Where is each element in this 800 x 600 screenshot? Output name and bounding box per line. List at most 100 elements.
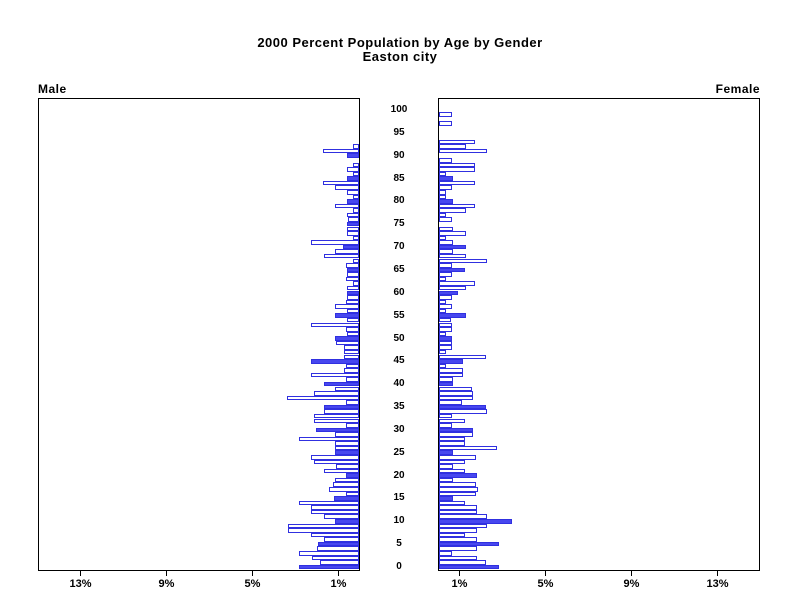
age-axis-label-5: 5 xyxy=(396,538,402,550)
female-age-62-bar xyxy=(439,281,475,286)
male-age-14-bar xyxy=(298,500,359,506)
x-axis-tick xyxy=(631,571,632,576)
female-age-44-bar xyxy=(439,363,446,369)
male-age-45-bar xyxy=(310,359,359,364)
male-age-31-bar xyxy=(346,423,359,428)
female-age-64-bar xyxy=(439,272,452,277)
male-age-79-bar xyxy=(335,203,359,209)
male-age-9-bar xyxy=(288,523,359,529)
age-axis-label-85: 85 xyxy=(393,172,405,184)
male-age-53-bar xyxy=(310,322,359,328)
female-age-71-bar xyxy=(439,240,453,245)
female-age-13-bar xyxy=(439,505,477,510)
female-age-39-bar xyxy=(439,386,473,392)
female-age-41-bar xyxy=(439,377,453,382)
female-age-54-bar xyxy=(439,317,451,323)
male-age-26-bar xyxy=(335,445,359,451)
age-axis-label-50: 50 xyxy=(393,332,405,344)
female-age-6-bar xyxy=(439,537,477,542)
female-age-36-bar xyxy=(439,400,462,405)
female-age-72-bar xyxy=(439,235,446,241)
male-age-82-bar xyxy=(347,190,359,195)
female-age-23-bar xyxy=(439,459,465,465)
age-axis-label-60: 60 xyxy=(393,286,405,298)
male-age-76-bar xyxy=(348,217,359,222)
chart-title-line1: 2000 Percent Population by Age by Gender xyxy=(257,35,543,50)
age-axis-label-40: 40 xyxy=(393,378,405,390)
female-age-22-bar xyxy=(439,464,453,469)
female-age-46-bar xyxy=(439,354,487,360)
female-age-68-bar xyxy=(439,253,466,259)
female-age-38-bar xyxy=(439,391,474,396)
male-age-11-bar xyxy=(323,514,359,519)
female-age-47-bar xyxy=(439,349,446,355)
female-age-15-bar xyxy=(439,496,453,501)
female-age-93-bar xyxy=(439,139,475,145)
male-age-38-bar xyxy=(313,391,359,396)
male-age-15-bar xyxy=(334,496,359,501)
female-age-55-bar xyxy=(439,313,466,318)
female-age-74-bar xyxy=(439,226,453,232)
male-age-73-bar xyxy=(347,231,359,236)
female-age-16-bar xyxy=(439,491,476,497)
female-age-11-bar xyxy=(439,514,488,519)
female-age-10-bar xyxy=(439,519,513,524)
female-age-63-bar xyxy=(439,276,446,282)
x-axis-tick xyxy=(545,571,546,576)
male-age-4-bar xyxy=(317,546,359,551)
female-age-17-bar xyxy=(439,487,478,492)
female-age-81-bar xyxy=(439,194,446,200)
male-age-78-bar xyxy=(352,208,359,213)
female-age-8-bar xyxy=(439,528,477,533)
male-age-74-bar xyxy=(347,226,359,232)
male-age-44-bar xyxy=(346,363,359,369)
male-age-84-bar xyxy=(322,180,359,186)
age-axis-label-15: 15 xyxy=(393,492,405,504)
male-age-19-bar xyxy=(335,477,359,483)
female-age-49-bar xyxy=(439,340,452,346)
x-axis-tick xyxy=(252,571,253,576)
male-age-16-bar xyxy=(346,491,359,497)
male-age-7-bar xyxy=(310,532,359,538)
male-age-25-bar xyxy=(335,450,359,455)
male-age-32-bar xyxy=(313,418,359,424)
female-age-73-bar xyxy=(439,231,466,236)
male-age-75-bar xyxy=(347,221,359,227)
female-age-3-bar xyxy=(439,551,452,556)
female-age-84-bar xyxy=(439,180,475,186)
male-age-28-bar xyxy=(298,436,359,442)
female-age-18-bar xyxy=(439,482,476,487)
male-age-62-bar xyxy=(352,281,359,286)
female-age-92-bar xyxy=(439,144,466,149)
female-age-61-bar xyxy=(439,285,466,291)
male-age-29-bar xyxy=(335,432,359,437)
female-age-70-bar xyxy=(439,244,466,250)
male-age-5-bar xyxy=(318,541,359,547)
male-age-88-bar xyxy=(352,162,359,168)
male-age-70-bar xyxy=(342,244,359,250)
male-age-57-bar xyxy=(335,304,359,309)
male-age-58-bar xyxy=(346,299,359,305)
age-axis-label-80: 80 xyxy=(393,195,405,207)
chart-title: 2000 Percent Population by Age by Gender… xyxy=(0,36,800,64)
age-axis-label-10: 10 xyxy=(393,515,405,527)
female-age-67-bar xyxy=(439,258,488,264)
female-age-60-bar xyxy=(439,290,459,296)
age-axis-label-55: 55 xyxy=(393,309,405,321)
x-axis-tick xyxy=(80,571,81,576)
age-axis-label-35: 35 xyxy=(393,401,405,412)
male-age-69-bar xyxy=(335,249,359,254)
female-age-87-bar xyxy=(439,167,475,172)
male-age-52-bar xyxy=(346,327,359,332)
male-panel xyxy=(38,98,360,571)
male-age-0-bar xyxy=(298,564,359,570)
age-axis-label-45: 45 xyxy=(393,355,405,367)
x-axis-tick-label: 5% xyxy=(244,578,261,590)
male-age-34-bar xyxy=(323,409,359,414)
female-age-26-bar xyxy=(439,445,498,451)
male-age-91-bar xyxy=(322,148,359,154)
male-age-81-bar xyxy=(352,194,359,200)
male-age-8-bar xyxy=(288,528,359,533)
female-age-88-bar xyxy=(439,162,475,168)
male-age-22-bar xyxy=(336,464,359,469)
